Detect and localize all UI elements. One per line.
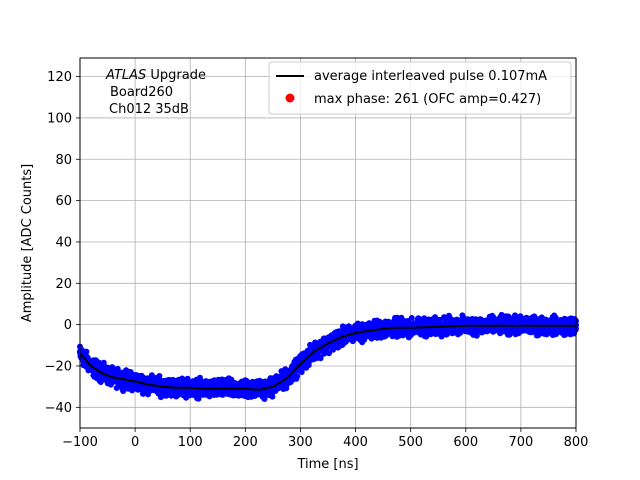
scatter-point bbox=[294, 373, 301, 380]
legend-entry-max-phase: max phase: 261 (OFC amp=0.427) bbox=[314, 92, 541, 107]
legend-entry-average: average interleaved pulse 0.107mA bbox=[314, 69, 547, 84]
annotation-atlas: ATLAS bbox=[105, 68, 146, 83]
scatter-point bbox=[100, 359, 107, 366]
x-axis-label: Time [ns] bbox=[296, 457, 358, 472]
scatter-point bbox=[436, 316, 443, 323]
legend-marker-swatch bbox=[285, 93, 295, 103]
y-tick-label: 80 bbox=[55, 153, 72, 168]
x-tick-label: 300 bbox=[288, 435, 313, 450]
y-axis-label: Amplitude [ADC Counts] bbox=[20, 164, 35, 322]
x-tick-label: 800 bbox=[564, 435, 589, 450]
scatter-point bbox=[408, 315, 415, 321]
scatter-point bbox=[317, 355, 324, 362]
x-tick-label: 500 bbox=[398, 435, 423, 450]
scatter-point bbox=[326, 350, 332, 357]
annotation-line-2: Board260 bbox=[110, 85, 173, 100]
y-tick-label: −20 bbox=[45, 359, 72, 374]
scatter-point bbox=[83, 348, 90, 355]
y-tick-label: −40 bbox=[45, 401, 72, 416]
average-line-series bbox=[79, 324, 576, 391]
x-tick-label: 200 bbox=[233, 435, 258, 450]
x-tick-label: 0 bbox=[131, 435, 139, 450]
annotation-upgrade: Upgrade bbox=[146, 68, 206, 83]
legend: average interleaved pulse 0.107mA max ph… bbox=[268, 61, 572, 115]
annotation-line-3: Ch012 35dB bbox=[109, 102, 189, 117]
x-axis: −100 0 100 200 300 400 500 600 700 800 bbox=[62, 428, 588, 450]
y-tick-label: 120 bbox=[47, 70, 72, 85]
y-tick-label: 40 bbox=[55, 235, 72, 250]
x-tick-label: −100 bbox=[62, 435, 98, 450]
x-tick-label: 600 bbox=[453, 435, 478, 450]
scatter-point bbox=[269, 393, 276, 400]
legend-frame bbox=[268, 61, 572, 115]
plot-frame bbox=[79, 57, 577, 429]
y-tick-label: 20 bbox=[55, 277, 72, 292]
annotation-box: ATLAS Upgrade Board260 Ch012 35dB bbox=[105, 68, 206, 117]
x-tick-label: 100 bbox=[178, 435, 203, 450]
y-tick-label: 0 bbox=[64, 318, 72, 333]
average-pulse-line bbox=[79, 324, 576, 391]
y-tick-label: 60 bbox=[55, 194, 72, 209]
y-axis: −40 −20 0 20 40 60 80 100 120 bbox=[45, 70, 80, 416]
y-tick-label: 100 bbox=[47, 111, 72, 126]
x-tick-label: 700 bbox=[508, 435, 533, 450]
x-tick-label: 400 bbox=[343, 435, 368, 450]
annotation-line-1: ATLAS Upgrade bbox=[105, 68, 206, 83]
